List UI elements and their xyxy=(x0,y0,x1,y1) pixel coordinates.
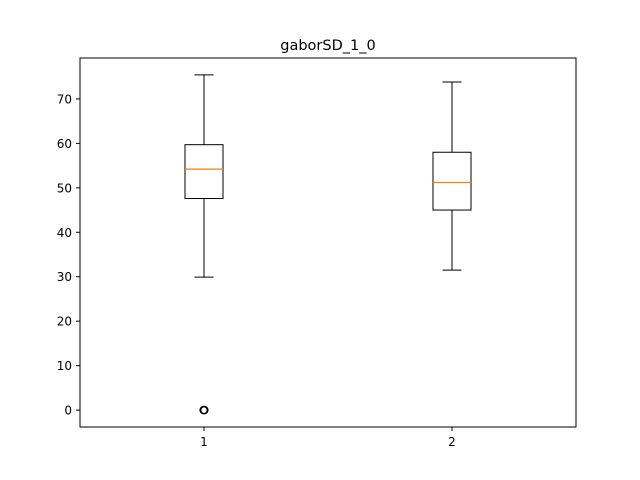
box-iqr xyxy=(184,144,224,199)
outlier-point xyxy=(200,405,209,415)
y-tick-label: 10 xyxy=(57,359,72,373)
chart-title: gaborSD_1_0 xyxy=(280,38,375,54)
axes-frame xyxy=(79,57,577,428)
y-tick-label: 20 xyxy=(57,315,72,329)
y-tick-label: 30 xyxy=(57,270,72,284)
x-tick-label: 2 xyxy=(448,435,456,449)
y-tick-label: 50 xyxy=(57,181,72,195)
y-tick-label: 60 xyxy=(57,137,72,151)
box-iqr xyxy=(432,151,472,211)
plot-area xyxy=(184,74,472,415)
x-tick-label: 1 xyxy=(200,435,208,449)
y-tick-label: 70 xyxy=(57,92,72,106)
y-axis: 0 10 20 30 40 50 60 70 xyxy=(57,92,80,418)
y-tick-label: 0 xyxy=(64,404,72,418)
y-tick-label: 40 xyxy=(57,226,72,240)
